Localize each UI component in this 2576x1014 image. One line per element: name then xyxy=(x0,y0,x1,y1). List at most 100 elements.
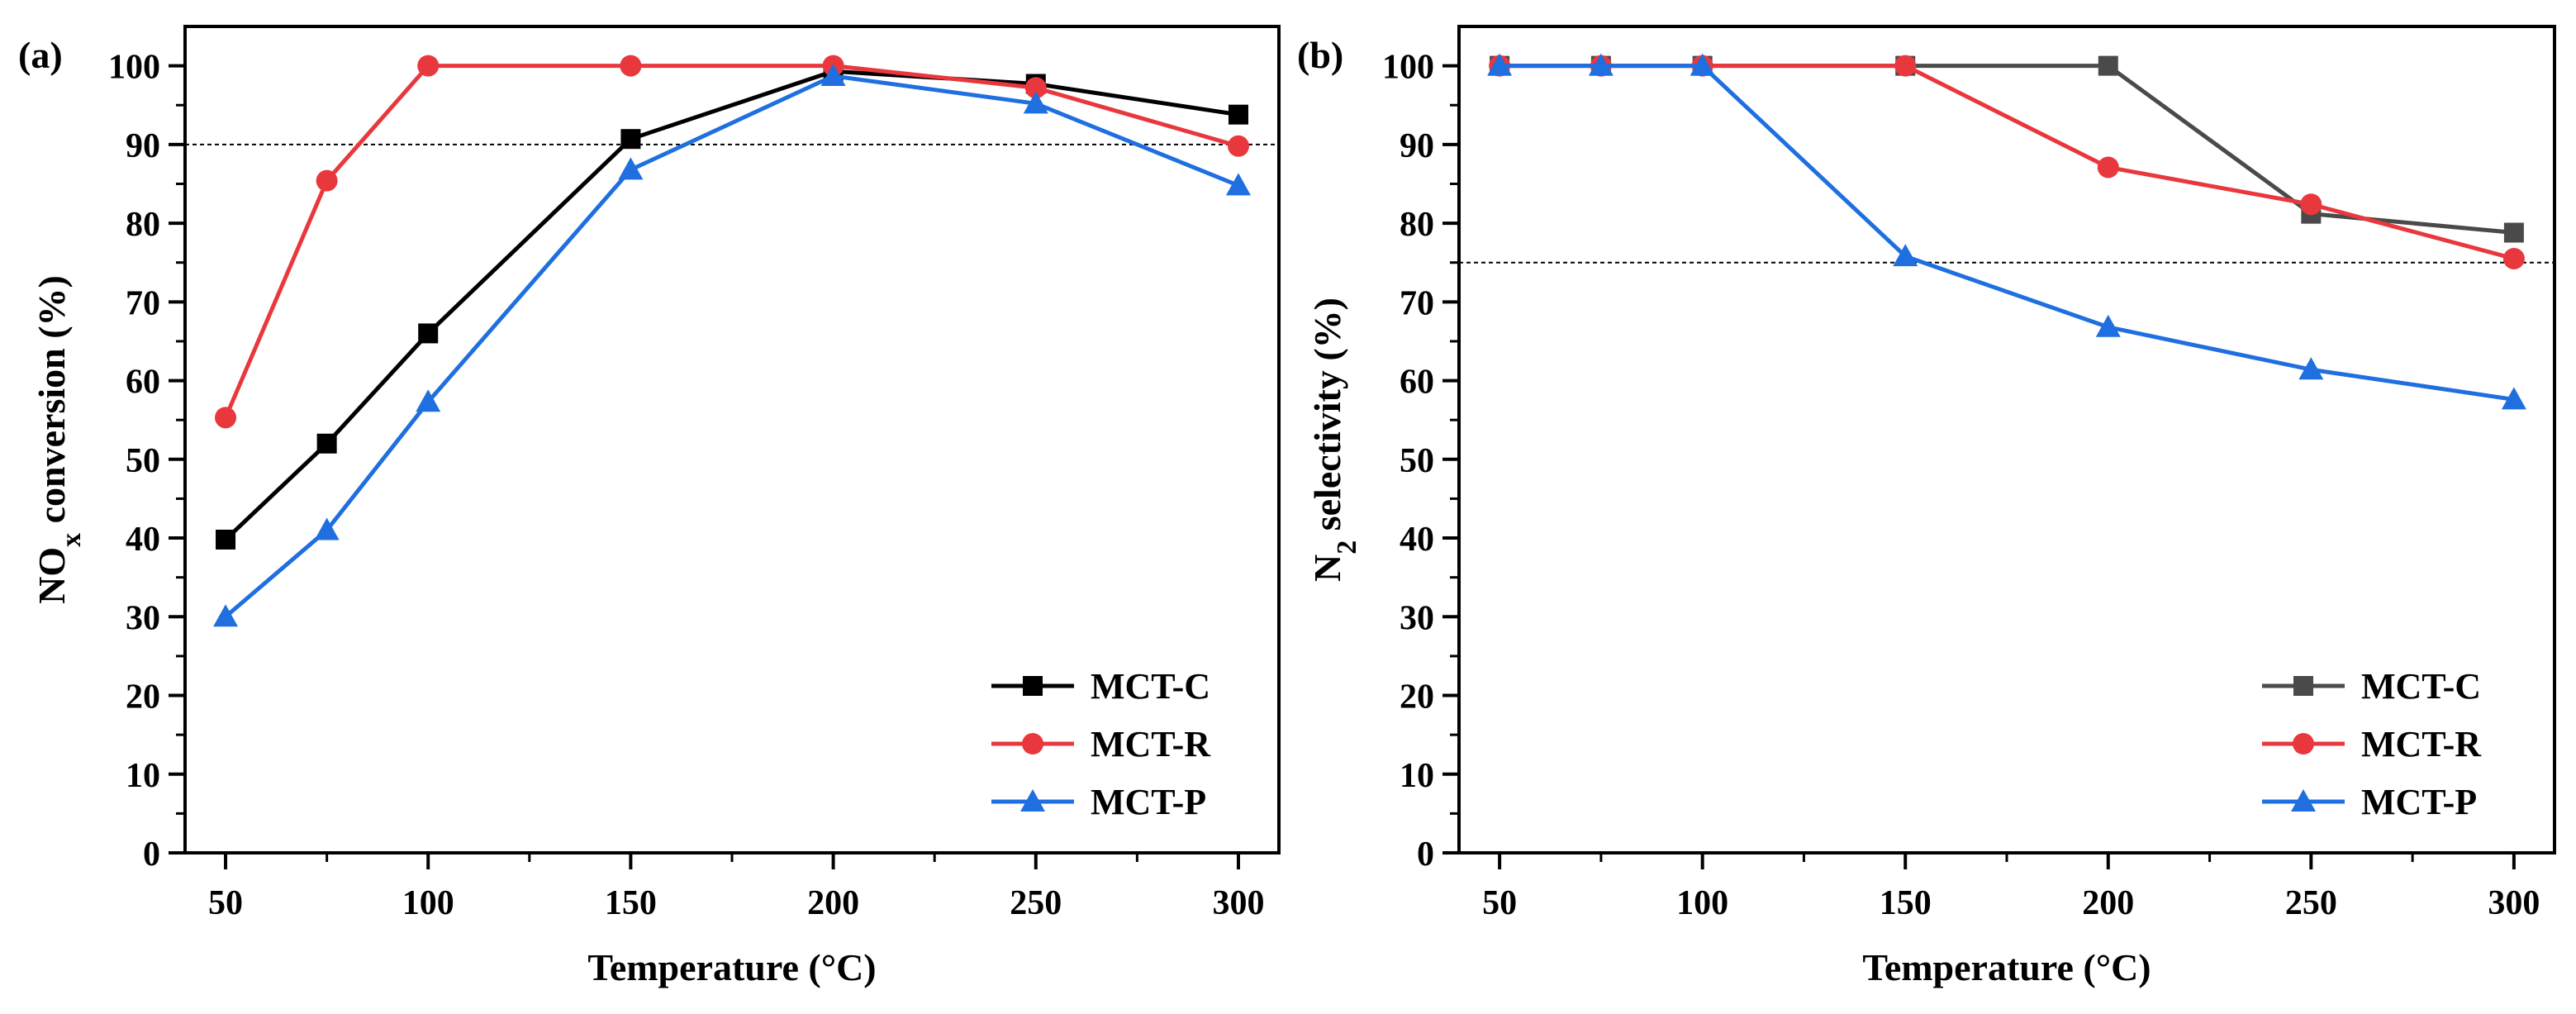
series-mct-p xyxy=(1487,53,2526,410)
legend-item-mct-p: MCT-P xyxy=(2262,782,2477,822)
data-point xyxy=(2502,247,2525,269)
series-mct-p xyxy=(213,64,1251,627)
x-tick-label: 300 xyxy=(1212,884,1264,922)
y-tick-label: 50 xyxy=(1400,442,1434,480)
x-tick-label: 50 xyxy=(1482,884,1517,922)
y-axis-title-sub: x xyxy=(56,533,87,547)
legend-marker xyxy=(1022,733,1043,755)
legend-marker xyxy=(2293,676,2313,696)
x-tick-label: 150 xyxy=(605,884,657,922)
x-tick-label: 300 xyxy=(2488,884,2540,922)
y-tick-label: 100 xyxy=(108,49,160,87)
data-point xyxy=(418,323,439,344)
data-point xyxy=(2095,314,2121,337)
y-axis-title-suffix: conversion (%) xyxy=(31,275,73,533)
data-point xyxy=(1227,135,1249,157)
data-point xyxy=(316,169,338,192)
legend-marker xyxy=(1020,789,1045,812)
data-point xyxy=(216,529,236,550)
y-tick-label: 20 xyxy=(126,678,160,716)
data-point xyxy=(618,157,644,180)
y-axis-title-sub: 2 xyxy=(1332,540,1362,555)
y-axis-title-prefix: N xyxy=(1306,555,1348,582)
panel-label: (a) xyxy=(18,34,63,76)
y-tick-label: 50 xyxy=(126,442,160,480)
y-tick-label: 70 xyxy=(126,284,160,322)
legend-item-mct-r: MCT-R xyxy=(2262,724,2482,764)
y-tick-label: 40 xyxy=(1400,521,1434,559)
y-tick-label: 40 xyxy=(126,521,160,559)
legend-item-mct-c: MCT-C xyxy=(991,666,1210,707)
data-point xyxy=(2298,357,2324,380)
y-tick-label: 10 xyxy=(126,757,160,795)
data-point xyxy=(1894,55,1917,77)
y-axis-title-suffix: selectivity (%) xyxy=(1306,298,1348,540)
x-axis-title: Temperature (°C) xyxy=(587,946,876,988)
series-mct-c xyxy=(1490,55,2524,243)
data-point xyxy=(316,433,337,454)
legend-label: MCT-C xyxy=(1091,666,1210,707)
legend-label: MCT-R xyxy=(2361,724,2482,764)
y-axis-title-prefix: NO xyxy=(31,547,73,604)
data-point xyxy=(820,64,846,86)
data-point xyxy=(2300,193,2322,216)
legend-label: MCT-P xyxy=(1091,782,1206,822)
data-point xyxy=(314,517,340,540)
x-tick-label: 200 xyxy=(2082,884,2134,922)
series-line-mct-r xyxy=(1499,64,2515,261)
series-mct-r xyxy=(215,55,1249,429)
y-tick-label: 80 xyxy=(126,206,160,244)
y-tick-label: 10 xyxy=(1400,757,1434,795)
y-tick-label: 0 xyxy=(1417,835,1434,874)
x-tick-label: 50 xyxy=(208,884,243,922)
data-point xyxy=(1023,91,1048,114)
series-line-mct-r xyxy=(223,64,1239,419)
panel-label: (b) xyxy=(1297,34,1343,76)
y-tick-label: 60 xyxy=(126,364,160,402)
y-tick-label: 70 xyxy=(1400,284,1434,322)
data-point xyxy=(213,604,239,627)
data-point xyxy=(1228,104,1248,125)
y-tick-label: 0 xyxy=(143,835,160,874)
y-tick-label: 30 xyxy=(1400,599,1434,637)
legend-marker xyxy=(1023,676,1043,696)
x-tick-label: 150 xyxy=(1880,884,1932,922)
y-tick-label: 90 xyxy=(1400,127,1434,165)
legend-label: MCT-C xyxy=(2361,666,2481,707)
legend: MCT-C MCT-R MCT-P xyxy=(2262,666,2482,822)
panel-b: 50 100 150 200 250 300 0 10 20 30 40 50 60 70 80 90 100 (… xyxy=(1297,25,2556,988)
data-point xyxy=(215,407,237,429)
data-point xyxy=(416,389,441,412)
y-axis-title: NOx conversion (%) xyxy=(31,275,87,604)
series-mct-r xyxy=(1489,55,2525,269)
data-point xyxy=(620,129,641,150)
x-tick-label: 100 xyxy=(402,884,454,922)
data-point xyxy=(2501,387,2526,410)
y-axis-title: N2 selectivity (%) xyxy=(1306,298,1362,582)
data-point xyxy=(417,55,440,77)
legend-marker xyxy=(2291,789,2316,812)
legend: MCT-C MCT-R MCT-P xyxy=(991,666,1211,822)
legend-item-mct-p: MCT-P xyxy=(991,782,1206,822)
y-tick-label: 30 xyxy=(126,599,160,637)
data-point xyxy=(1487,53,1513,76)
data-point xyxy=(1024,77,1047,99)
panel-a: 50 100 150 200 250 300 0 10 20 30 40 50 60 70 80 90 100 (… xyxy=(18,25,1281,988)
data-point xyxy=(620,55,642,77)
y-tick-label: 20 xyxy=(1400,678,1434,716)
x-tick-label: 250 xyxy=(1010,884,1062,922)
legend-label: MCT-R xyxy=(1091,724,1211,764)
legend-item-mct-c: MCT-C xyxy=(2262,666,2481,707)
y-tick-label: 100 xyxy=(1382,49,1434,87)
x-tick-label: 200 xyxy=(807,884,859,922)
y-tick-label: 80 xyxy=(1400,206,1434,244)
series-line-mct-c xyxy=(224,69,1239,541)
x-tick-label: 250 xyxy=(2285,884,2337,922)
data-point xyxy=(2503,222,2524,243)
series-line-mct-p xyxy=(224,74,1239,619)
data-point xyxy=(1893,244,1918,267)
data-point xyxy=(1690,53,1715,76)
x-axis-title: Temperature (°C) xyxy=(1862,946,2151,988)
y-tick-label: 60 xyxy=(1400,364,1434,402)
